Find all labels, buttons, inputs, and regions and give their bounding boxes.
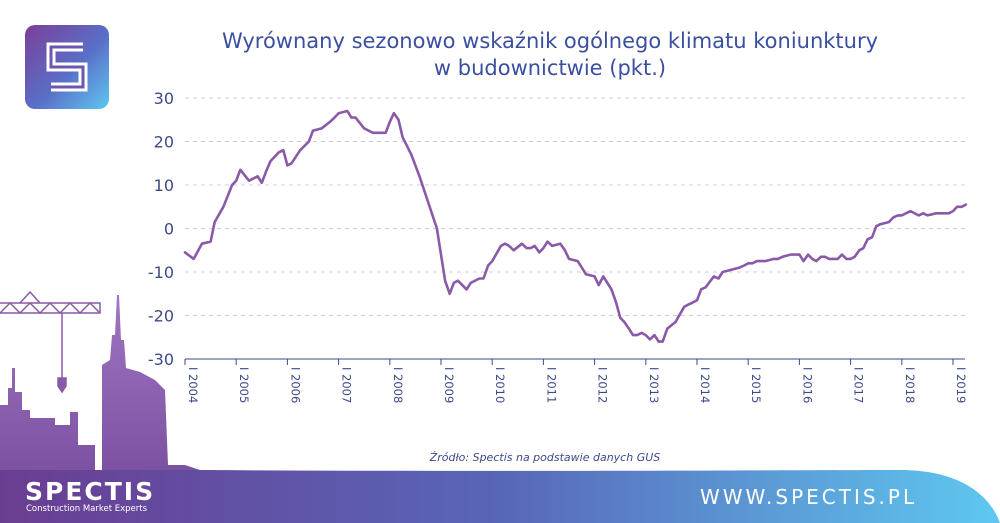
y-tick-label: -30 xyxy=(148,350,174,369)
y-tick-label: -10 xyxy=(148,263,174,282)
x-tick-label: I 2006 xyxy=(288,367,302,403)
website-link[interactable]: WWW.SPECTIS.PL xyxy=(700,485,918,509)
brand-name: SPECTIS xyxy=(25,477,156,506)
x-tick-label: I 2009 xyxy=(442,367,456,403)
x-tick-label: I 2005 xyxy=(237,367,251,403)
chart-title: Wyrównany sezonowo wskaźnik ogólnego kli… xyxy=(170,28,930,82)
x-tick-label: I 2007 xyxy=(340,367,354,403)
x-tick-label: I 2008 xyxy=(391,367,405,403)
x-tick-label: I 2017 xyxy=(852,367,866,403)
x-tick-label: I 2016 xyxy=(800,367,814,403)
x-tick-label: I 2018 xyxy=(903,367,917,403)
chart-title-line-2: w budownictwie (pkt.) xyxy=(433,56,667,80)
city-skyline-decoration xyxy=(0,290,200,523)
x-tick-label: I 2011 xyxy=(544,367,558,403)
y-tick-label: 10 xyxy=(154,176,174,195)
brand-tagline: Construction Market Experts xyxy=(26,504,148,514)
x-tick-label: I 2004 xyxy=(186,367,200,403)
x-tick-label: I 2013 xyxy=(647,367,661,403)
x-tick-label: I 2014 xyxy=(698,367,712,403)
series-line xyxy=(183,109,968,343)
x-tick-label: I 2015 xyxy=(749,367,763,403)
source-note: Źródło: Spectis na podstawie danych GUS xyxy=(429,451,661,464)
y-tick-label: 30 xyxy=(154,89,174,108)
y-tick-label: 0 xyxy=(164,220,174,239)
x-tick-label: I 2019 xyxy=(954,367,968,403)
y-tick-label: -20 xyxy=(148,307,174,326)
spectis-logo xyxy=(25,25,109,109)
x-tick-label: I 2010 xyxy=(493,367,507,403)
spectis-s-logo-icon xyxy=(25,25,109,109)
footer-band xyxy=(0,470,1000,523)
chart-title-line-1: Wyrównany sezonowo wskaźnik ogólnego kli… xyxy=(221,29,879,53)
y-tick-label: 20 xyxy=(154,133,174,152)
crane-icon xyxy=(0,290,101,394)
x-tick-label: I 2012 xyxy=(596,367,610,403)
